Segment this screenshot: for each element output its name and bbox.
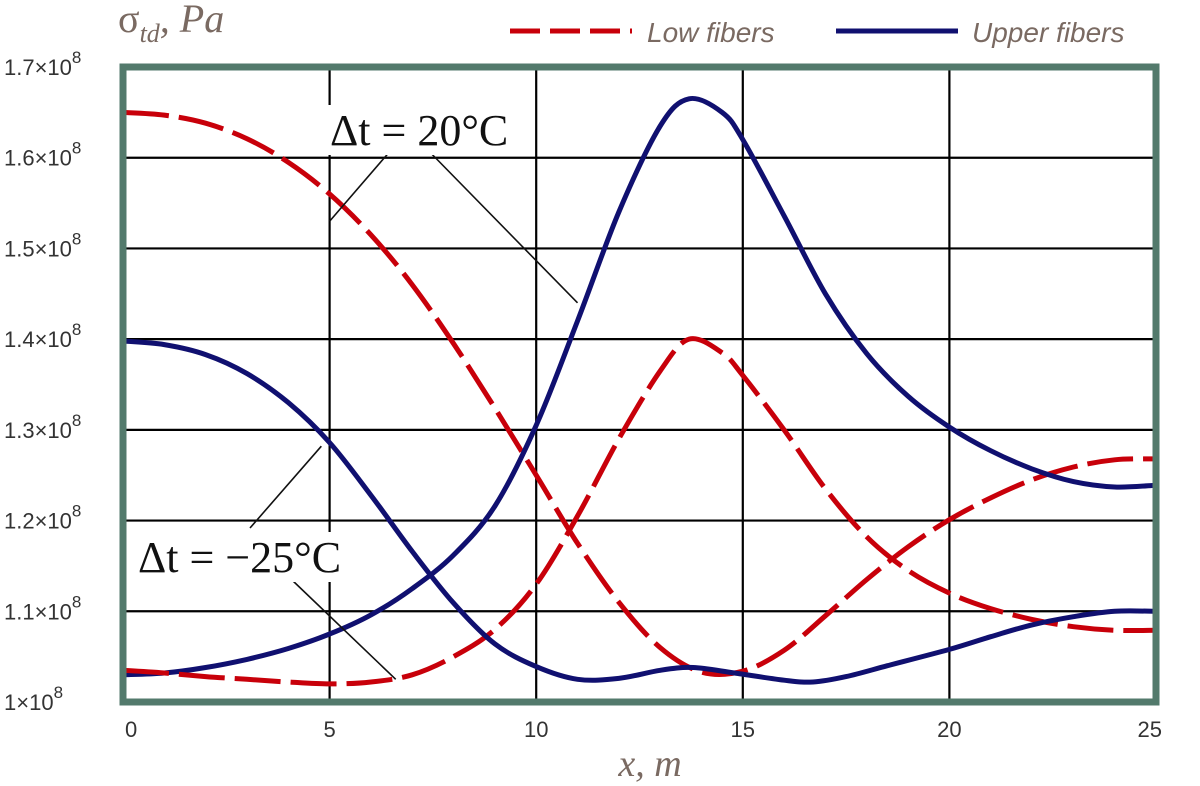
y-tick-label-4: 1.4×108: [4, 320, 81, 352]
annotation-bg-1: [134, 532, 366, 582]
y-tick-label-1: 1.1×108: [4, 592, 81, 624]
annotation-leader-1-1: [291, 579, 397, 680]
x-axis-title: x, m: [617, 743, 681, 785]
annotation-bg-0: [326, 105, 526, 155]
x-tick-labels: 0 5 10 15 20 25: [125, 717, 1162, 742]
y-tick-labels: 1×108 1.1×108 1.2×108 1.3×108 1.4×108 1.5×108…: [4, 48, 81, 715]
plot-area: [123, 67, 1156, 702]
y-axis-title: σtd, Pa: [118, 0, 224, 48]
plot-frame: [119, 63, 1160, 706]
legend-label-low: Low fibers: [647, 17, 775, 48]
grid: [123, 67, 1156, 702]
annotations: Δt = 20°C Δt = −25°C: [134, 105, 579, 680]
series-line-1-upper: [122, 95, 1157, 678]
annotation-leader-1-0: [249, 445, 322, 529]
y-tick-label-3: 1.3×108: [4, 411, 81, 443]
x-tick-label-0: 0: [125, 717, 137, 742]
y-tick-label-7: 1.7×108: [4, 48, 81, 80]
x-tick-label-3: 15: [731, 717, 755, 742]
legend: Low fibers Upper fibers: [510, 17, 1125, 48]
annotation-label-1: Δt = −25°C: [138, 533, 341, 582]
y-tick-label-0: 1×108: [4, 683, 63, 715]
annotation-leader-0-1: [419, 141, 579, 304]
x-tick-label-1: 5: [323, 717, 335, 742]
legend-label-upper: Upper fibers: [972, 17, 1125, 48]
y-tick-label-5: 1.5×108: [4, 229, 81, 261]
series-line-3-upper: [122, 338, 1157, 685]
series-line-0-low: [122, 109, 1157, 677]
y-tick-label-6: 1.6×108: [4, 139, 81, 171]
x-tick-label-2: 10: [524, 717, 548, 742]
annotation-label-0: Δt = 20°C: [330, 106, 508, 155]
annotation-leader-0-0: [328, 141, 399, 222]
y-tick-label-2: 1.2×108: [4, 502, 81, 534]
x-tick-label-4: 20: [937, 717, 961, 742]
x-tick-label-5: 25: [1138, 717, 1162, 742]
series-group: [122, 95, 1157, 687]
series-line-2-low: [122, 336, 1157, 687]
